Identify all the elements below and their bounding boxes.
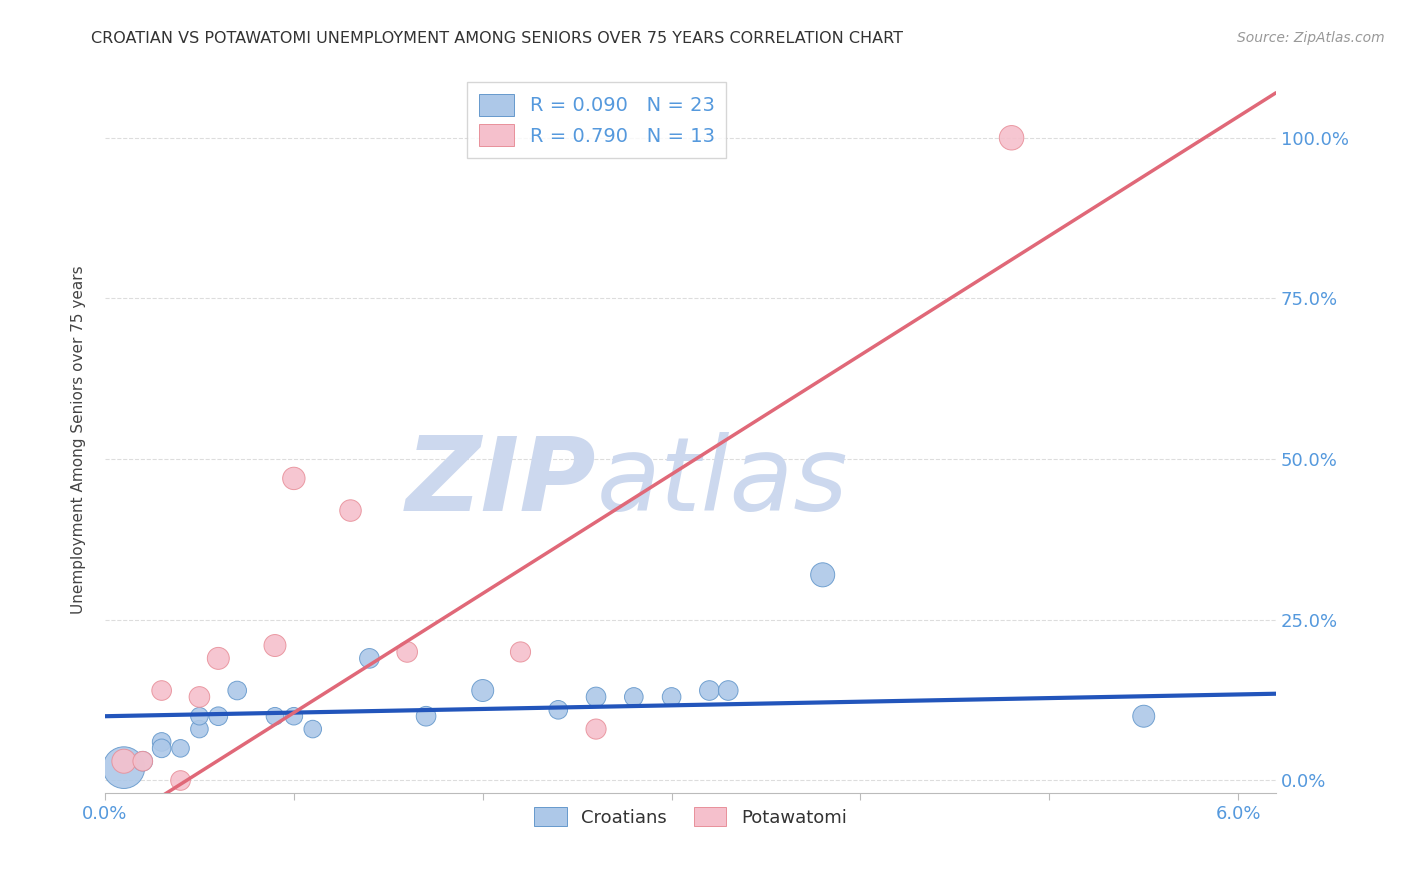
Point (1132, 709, 1154, 723)
Point (150, 735, 173, 749)
Point (585, 722, 607, 736)
Point (150, 683, 173, 698)
Point (547, 703, 569, 717)
Point (717, 683, 740, 698)
Point (471, 683, 494, 698)
Point (150, 741, 173, 756)
Y-axis label: Unemployment Among Seniors over 75 years: Unemployment Among Seniors over 75 years (72, 266, 86, 615)
Point (264, 709, 287, 723)
Point (207, 651, 229, 665)
Point (169, 773, 191, 788)
Point (188, 690, 211, 704)
Point (132, 754, 155, 768)
Point (301, 722, 323, 736)
Point (623, 690, 645, 704)
Text: ZIP: ZIP (406, 432, 596, 533)
Point (1000, 130, 1022, 145)
Point (112, 761, 135, 775)
Point (359, 651, 381, 665)
Point (264, 639, 287, 653)
Point (811, 567, 834, 582)
Point (112, 754, 135, 768)
Point (188, 722, 211, 736)
Point (585, 690, 607, 704)
Point (283, 471, 305, 485)
Legend: Croatians, Potawatomi: Croatians, Potawatomi (527, 800, 853, 834)
Point (169, 741, 191, 756)
Point (415, 709, 437, 723)
Text: atlas: atlas (596, 433, 848, 533)
Text: Source: ZipAtlas.com: Source: ZipAtlas.com (1237, 31, 1385, 45)
Text: CROATIAN VS POTAWATOMI UNEMPLOYMENT AMONG SENIORS OVER 75 YEARS CORRELATION CHAR: CROATIAN VS POTAWATOMI UNEMPLOYMENT AMON… (91, 31, 904, 46)
Point (661, 690, 683, 704)
Point (132, 754, 155, 768)
Point (339, 503, 361, 517)
Point (699, 683, 721, 698)
Point (188, 709, 211, 723)
Point (283, 709, 305, 723)
Point (509, 645, 531, 659)
Point (396, 645, 419, 659)
Point (226, 683, 249, 698)
Point (207, 709, 229, 723)
